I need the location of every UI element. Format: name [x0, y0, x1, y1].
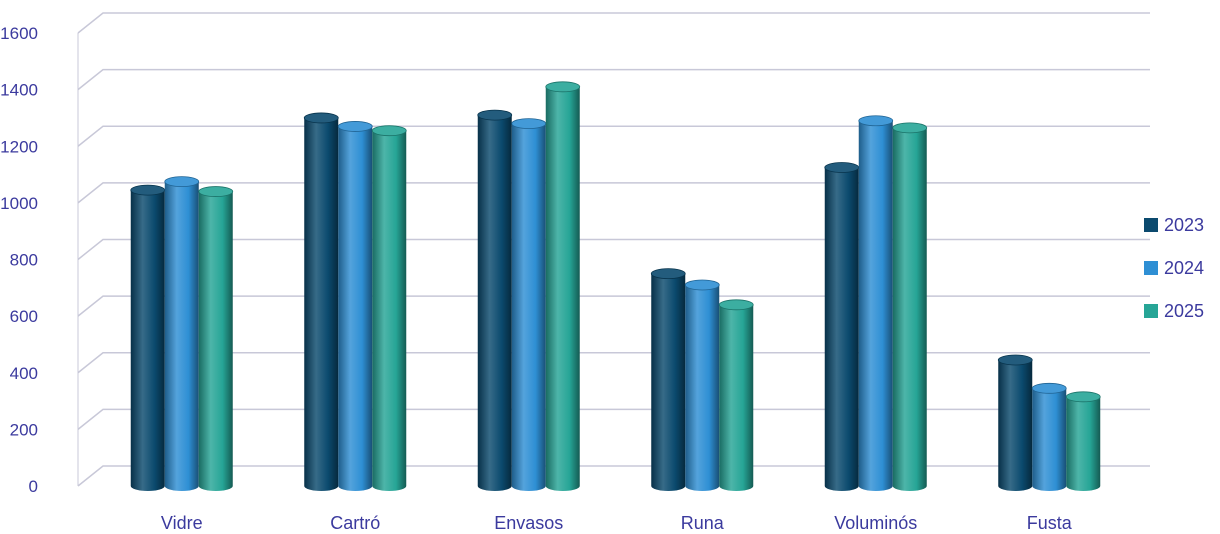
gridline: [77, 12, 1150, 34]
bar: [371, 125, 407, 492]
bar: [477, 109, 513, 492]
bar: [650, 268, 686, 492]
bar: [1031, 382, 1067, 492]
bar: [130, 184, 166, 492]
x-tick-label: Envasos: [494, 513, 563, 533]
bar: [303, 112, 339, 492]
x-tick-label: Voluminós: [834, 513, 917, 533]
y-tick-label: 1400: [0, 81, 38, 100]
legend-item: 2023: [1144, 215, 1204, 235]
x-axis-labels: Vidre Cartró Envasos Runa Voluminós Fusta: [161, 513, 1073, 533]
gridline: [77, 68, 1150, 91]
bars: [130, 81, 1101, 492]
y-tick-label: 200: [10, 420, 38, 439]
bar: [997, 354, 1033, 492]
gridline: [77, 352, 1150, 374]
legend-swatch: [1144, 218, 1158, 232]
x-tick-label: Runa: [681, 513, 725, 533]
bar: [892, 122, 928, 492]
y-tick-label: 1000: [0, 194, 38, 213]
y-tick-label: 400: [10, 364, 38, 383]
bar: [1065, 391, 1101, 492]
legend-swatch: [1144, 304, 1158, 318]
legend: 2023 2024 2025: [1144, 215, 1204, 321]
legend-label: 2025: [1164, 301, 1204, 321]
gridlines: [77, 12, 1150, 487]
gridline: [77, 295, 1150, 317]
bar: [337, 121, 373, 492]
legend-label: 2023: [1164, 215, 1204, 235]
bar: [164, 176, 200, 492]
y-tick-label: 0: [29, 477, 38, 496]
bar: [545, 81, 581, 492]
gridline: [77, 408, 1150, 430]
y-axis-ticks: 0 200 400 600 800 1000 1200 1400 1600: [0, 24, 38, 496]
legend-swatch: [1144, 261, 1158, 275]
bar: [718, 299, 754, 492]
bar: [684, 279, 720, 492]
y-tick-label: 1600: [0, 24, 38, 43]
x-tick-label: Cartró: [330, 513, 380, 533]
bar: [198, 186, 234, 492]
x-tick-label: Vidre: [161, 513, 203, 533]
gridline: [77, 465, 1150, 487]
bar: [824, 162, 860, 492]
y-tick-label: 800: [10, 251, 38, 270]
bar: [511, 118, 547, 491]
y-tick-label: 600: [10, 307, 38, 326]
gridline: [77, 125, 1150, 147]
y-tick-label: 1200: [0, 137, 38, 156]
legend-label: 2024: [1164, 258, 1204, 278]
legend-item: 2024: [1144, 258, 1204, 278]
x-tick-label: Fusta: [1027, 513, 1073, 533]
legend-item: 2025: [1144, 301, 1204, 321]
gridline: [77, 238, 1150, 261]
bar: [858, 115, 894, 492]
gridline: [77, 182, 1150, 204]
